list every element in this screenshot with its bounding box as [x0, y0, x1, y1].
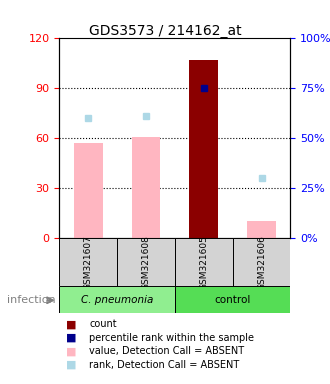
FancyBboxPatch shape: [233, 238, 290, 286]
FancyBboxPatch shape: [117, 238, 175, 286]
Text: GSM321607: GSM321607: [84, 235, 93, 290]
Text: GSM321606: GSM321606: [257, 235, 266, 290]
FancyBboxPatch shape: [175, 286, 290, 313]
Bar: [132, 137, 160, 238]
Text: rank, Detection Call = ABSENT: rank, Detection Call = ABSENT: [89, 360, 239, 370]
Text: control: control: [214, 295, 251, 305]
Text: GSM321608: GSM321608: [142, 235, 150, 290]
FancyBboxPatch shape: [59, 238, 117, 286]
Text: infection: infection: [7, 295, 55, 305]
Text: ■: ■: [66, 360, 77, 370]
Text: ■: ■: [66, 319, 77, 329]
FancyBboxPatch shape: [175, 238, 233, 286]
Text: value, Detection Call = ABSENT: value, Detection Call = ABSENT: [89, 346, 244, 356]
Bar: [247, 222, 276, 238]
Text: ■: ■: [66, 346, 77, 356]
Text: percentile rank within the sample: percentile rank within the sample: [89, 333, 254, 343]
Bar: [74, 143, 103, 238]
FancyBboxPatch shape: [59, 286, 175, 313]
Text: GSM321605: GSM321605: [199, 235, 208, 290]
Text: GDS3573 / 214162_at: GDS3573 / 214162_at: [89, 24, 241, 38]
Bar: [189, 60, 218, 238]
Text: ■: ■: [66, 333, 77, 343]
Text: C. pneumonia: C. pneumonia: [81, 295, 153, 305]
Text: count: count: [89, 319, 117, 329]
